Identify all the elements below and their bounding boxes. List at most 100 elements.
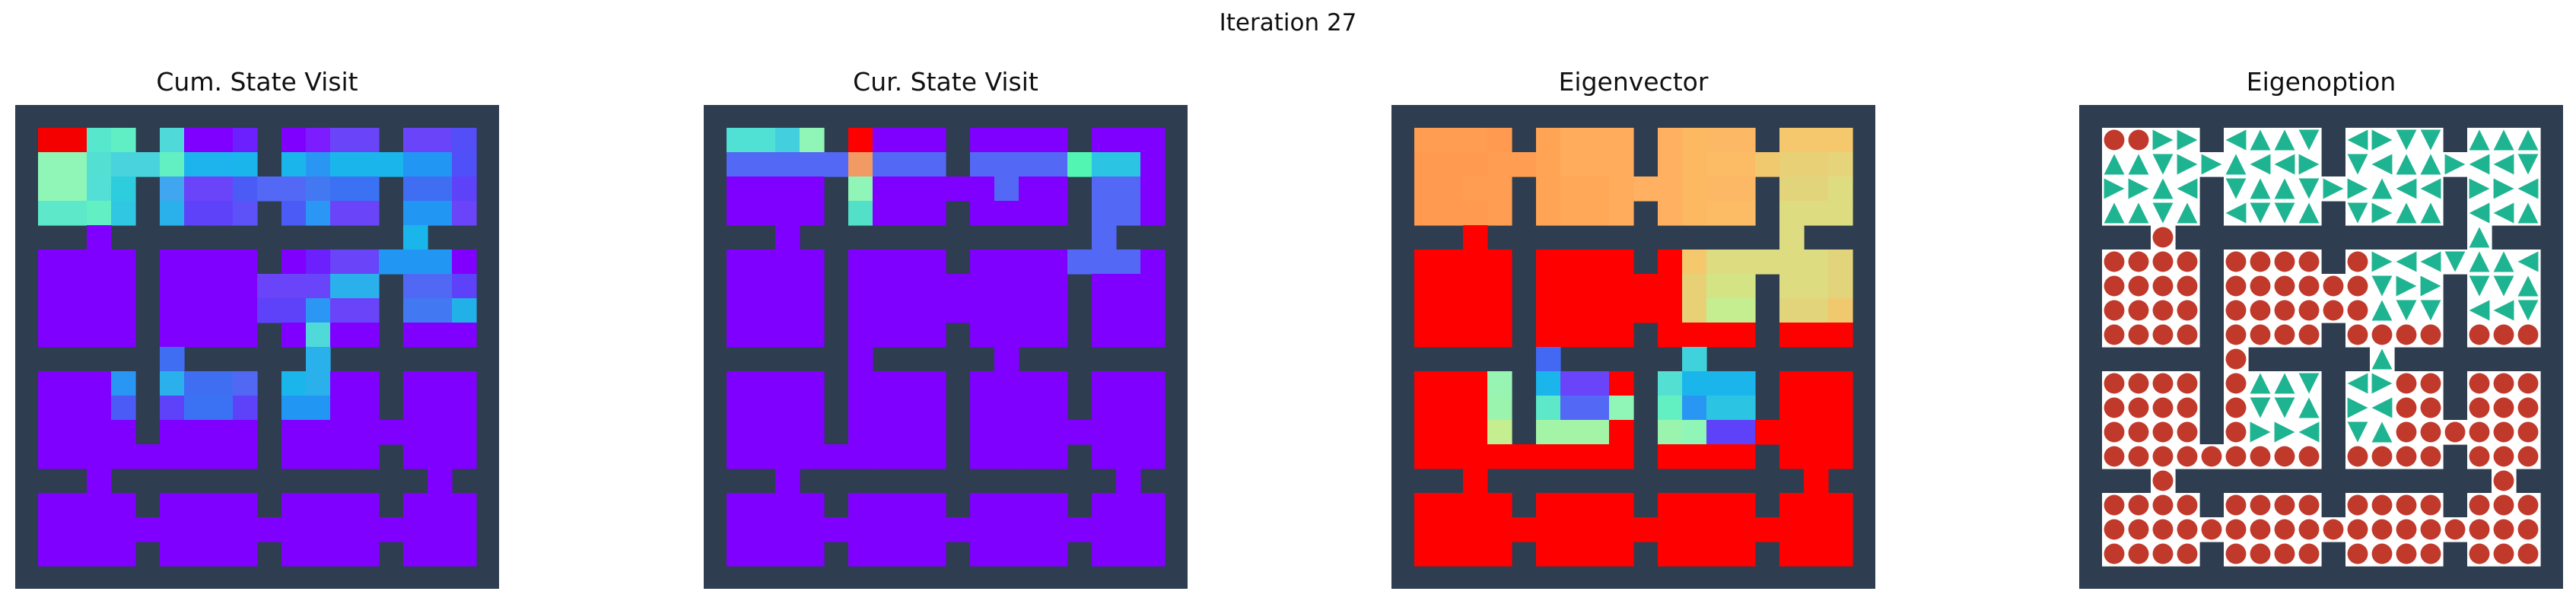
terminate-dot — [2371, 543, 2393, 564]
heatmap-cell — [1116, 493, 1141, 518]
heatmap-cell — [751, 517, 776, 542]
heatmap-cell — [1043, 176, 1068, 202]
heatmap-cell — [1731, 323, 1756, 348]
heatmap-cell — [281, 396, 307, 421]
heatmap-cell — [1706, 201, 1732, 226]
heatmap-cell — [946, 274, 971, 299]
terminate-dot — [2152, 470, 2174, 491]
heatmap-cell — [1140, 396, 1166, 421]
heatmap-cell — [135, 152, 161, 177]
terminate-dot — [2225, 251, 2247, 272]
terminate-dot — [2104, 543, 2125, 564]
heatmap-cell — [1092, 517, 1117, 542]
heatmap-cell — [1463, 493, 1488, 518]
heatmap-cell — [111, 517, 136, 542]
action-arrow — [2274, 421, 2295, 443]
heatmap-cell — [1463, 323, 1488, 348]
heatmap-cell — [1731, 274, 1756, 299]
heatmap-cell — [727, 444, 752, 469]
heatmap-cell — [1439, 323, 1464, 348]
action-arrow — [2517, 275, 2539, 297]
heatmap-cell — [775, 250, 800, 275]
heatmap-cell — [1414, 250, 1439, 275]
heatmap-cell — [921, 542, 946, 567]
heatmap-cell — [1658, 542, 1683, 567]
terminate-dot — [2469, 421, 2490, 443]
terminate-dot — [2396, 421, 2417, 443]
heatmap-cell — [848, 347, 873, 372]
heatmap-cell — [208, 128, 234, 153]
heatmap-cell — [452, 420, 477, 445]
heatmap-cell — [897, 444, 922, 469]
heatmap-cell — [62, 396, 87, 421]
heatmap-cell — [970, 201, 995, 226]
heatmap-cell — [873, 493, 898, 518]
heatmap-cell — [403, 274, 428, 299]
heatmap-cell — [994, 176, 1019, 202]
heatmap-cell — [1536, 250, 1561, 275]
heatmap-cell — [1536, 493, 1561, 518]
heatmap-cell — [1092, 225, 1117, 250]
heatmap-cell — [1092, 396, 1117, 421]
heatmap-cell — [1804, 323, 1829, 348]
heatmap-cell — [1439, 201, 1464, 226]
heatmap-cell — [111, 396, 136, 421]
terminate-dot — [2347, 275, 2368, 297]
heatmap-cell — [848, 250, 873, 275]
heatmap-cell — [38, 493, 63, 518]
heatmap-cell — [1609, 323, 1634, 348]
heatmap-cell — [208, 493, 234, 518]
heatmap-cell — [1658, 444, 1683, 469]
terminate-dot — [2274, 543, 2295, 564]
heatmap-cell — [897, 542, 922, 567]
heatmap-cell — [1092, 152, 1117, 177]
terminate-dot — [2298, 446, 2320, 467]
heatmap-cell — [38, 517, 63, 542]
heatmap-cell — [160, 323, 185, 348]
heatmap-cell — [1560, 444, 1585, 469]
heatmap-cell — [921, 274, 946, 299]
heatmap-cell — [1536, 201, 1561, 226]
heatmap-cell — [1092, 274, 1117, 299]
heatmap-cell — [452, 298, 477, 323]
heatmap-cell — [1414, 176, 1439, 202]
terminate-dot — [2420, 446, 2441, 467]
heatmap-cell — [1633, 517, 1658, 542]
heatmap-cell — [330, 493, 355, 518]
terminate-dot — [2274, 446, 2295, 467]
heatmap-cell — [727, 250, 752, 275]
heatmap-cell — [873, 444, 898, 469]
terminate-dot — [2298, 251, 2320, 272]
heatmap-cell — [1706, 128, 1732, 153]
heatmap-cell — [281, 420, 307, 445]
heatmap-cell — [1585, 152, 1610, 177]
terminate-dot — [2250, 446, 2271, 467]
heatmap-cell — [208, 542, 234, 567]
heatmap-cell — [233, 323, 258, 348]
heatmap-cell — [452, 323, 477, 348]
heatmap-cell — [1658, 517, 1683, 542]
heatmap-cell — [1658, 420, 1683, 445]
heatmap-cell — [330, 201, 355, 226]
terminate-dot — [2396, 397, 2417, 418]
heatmap-cell — [921, 250, 946, 275]
heatmap-cell — [428, 201, 453, 226]
heatmap-cell — [160, 152, 185, 177]
heatmap-cell — [62, 493, 87, 518]
heatmap-cell — [111, 420, 136, 445]
heatmap-cell — [1536, 347, 1561, 372]
heatmap-cell — [355, 128, 380, 153]
heatmap-cell — [62, 517, 87, 542]
terminate-dot — [2177, 373, 2198, 394]
heatmap-cell — [1043, 396, 1068, 421]
heatmap-cell — [1682, 444, 1707, 469]
terminate-dot — [2274, 251, 2295, 272]
heatmap-cell — [160, 517, 185, 542]
heatmap-cell — [1092, 176, 1117, 202]
heatmap-cell — [1779, 396, 1805, 421]
heatmap-cell — [1463, 152, 1488, 177]
heatmap-cell — [970, 371, 995, 396]
heatmap-cell — [1463, 128, 1488, 153]
heatmap-cell — [1609, 371, 1634, 396]
terminate-dot — [2274, 519, 2295, 540]
